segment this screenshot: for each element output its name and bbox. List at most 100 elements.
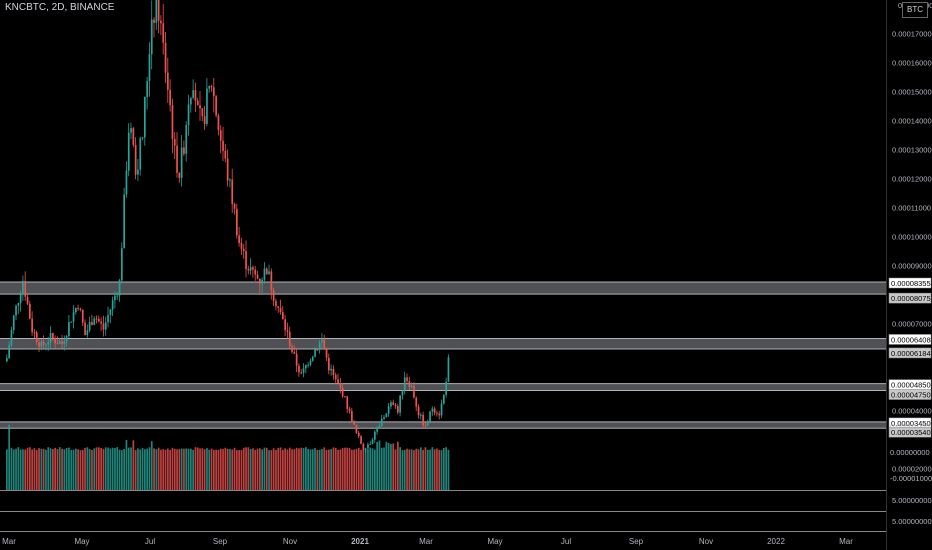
candle-body	[436, 412, 438, 414]
volume-bar	[125, 440, 128, 490]
candle-body	[153, 19, 155, 23]
candle-body	[291, 346, 293, 353]
candle-body	[318, 342, 321, 350]
volume-bar	[132, 440, 135, 490]
volume-bar	[93, 448, 96, 490]
candle-body	[84, 322, 86, 336]
candle-body	[148, 54, 151, 82]
candle-body	[125, 170, 128, 195]
time-tick-label: Mar	[419, 537, 433, 546]
candle-body	[219, 130, 222, 141]
volume-bar	[86, 447, 89, 490]
candle-body	[157, 0, 160, 21]
volume-bar	[194, 447, 197, 490]
volume-bar	[270, 450, 273, 490]
candle-body	[231, 179, 234, 205]
volume-bar	[438, 449, 441, 490]
candle-body	[332, 368, 335, 376]
candle-body	[210, 85, 213, 88]
price-tick-label: 0.00016000	[892, 58, 932, 67]
volume-bar	[445, 447, 447, 490]
volume-bar	[104, 447, 107, 490]
candle-body	[107, 314, 109, 323]
volume-bar	[199, 448, 201, 490]
candle-body	[344, 396, 346, 398]
currency-badge[interactable]: BTC	[902, 2, 928, 18]
candle-body	[222, 140, 224, 151]
candle-body	[58, 341, 61, 344]
zone-price-text: 0.00003450	[891, 419, 931, 428]
price-tick-label: 0.00012000	[892, 174, 932, 183]
candle-body	[111, 300, 114, 310]
candle-body	[86, 330, 89, 336]
volume-bar	[245, 447, 247, 490]
candle-body	[307, 364, 309, 366]
candle-body	[325, 349, 328, 358]
zone-price-text: 0.00003540	[891, 428, 931, 437]
candle-body	[118, 280, 121, 296]
volume-bar	[72, 449, 75, 490]
volume-bar	[279, 447, 282, 490]
volume-bar	[394, 449, 397, 490]
volume-bar	[420, 447, 422, 490]
candle-body	[282, 312, 284, 320]
volume-bar	[192, 449, 194, 490]
volume-bar	[268, 450, 270, 490]
volume-bar	[300, 447, 303, 490]
volume-tick-label: 0.00000000	[890, 448, 930, 457]
price-tick-label: 0.00004000	[892, 406, 932, 415]
time-tick-label: Sep	[629, 537, 644, 546]
candle-body	[31, 318, 33, 333]
volume-bar	[240, 450, 243, 490]
candle-body	[19, 294, 22, 304]
candle-body	[102, 323, 105, 330]
price-tick-label: 0.00002000	[892, 464, 932, 473]
volume-bar	[81, 449, 84, 490]
indicator-tick-label: 5.00000000	[892, 517, 932, 526]
candle-body	[334, 375, 337, 380]
candle-body	[70, 321, 73, 323]
candle-body	[146, 81, 148, 97]
candle-body	[132, 128, 135, 145]
volume-bar	[355, 448, 358, 490]
candle-body	[42, 341, 45, 345]
volume-bar	[153, 448, 155, 490]
volume-bar	[390, 443, 392, 490]
candle-body	[259, 278, 261, 284]
candle-body	[35, 332, 38, 342]
volume-bar	[56, 449, 59, 490]
candle-body	[77, 307, 79, 309]
candle-body	[29, 303, 31, 319]
volume-bar	[65, 448, 68, 490]
candle-body	[242, 248, 245, 251]
volume-bar	[17, 447, 20, 490]
candle-body	[447, 357, 450, 382]
volume-bar	[337, 449, 339, 490]
candle-body	[206, 88, 208, 124]
volume-bar	[426, 449, 429, 490]
candle-body	[406, 377, 408, 382]
time-tick-label: Mar	[2, 537, 16, 546]
volume-bar	[35, 449, 38, 490]
candle-body	[52, 332, 54, 339]
candle-body	[54, 338, 56, 344]
volume-bar	[252, 448, 254, 490]
candle-body	[385, 413, 388, 418]
candle-body	[88, 322, 91, 331]
candle-body	[236, 208, 238, 236]
volume-bar	[433, 449, 436, 490]
volume-bar	[144, 449, 146, 490]
candle-body	[213, 87, 215, 97]
volume-bar	[413, 450, 415, 490]
volume-bar	[109, 448, 112, 490]
volume-bar	[374, 449, 376, 490]
candle-body	[362, 443, 365, 450]
volume-bar	[176, 449, 178, 490]
candle-body	[309, 360, 312, 365]
volume-bar	[219, 448, 222, 490]
candle-body	[314, 349, 316, 357]
volume-bar	[406, 448, 408, 490]
candle-body	[268, 271, 270, 275]
candle-body	[160, 20, 162, 24]
